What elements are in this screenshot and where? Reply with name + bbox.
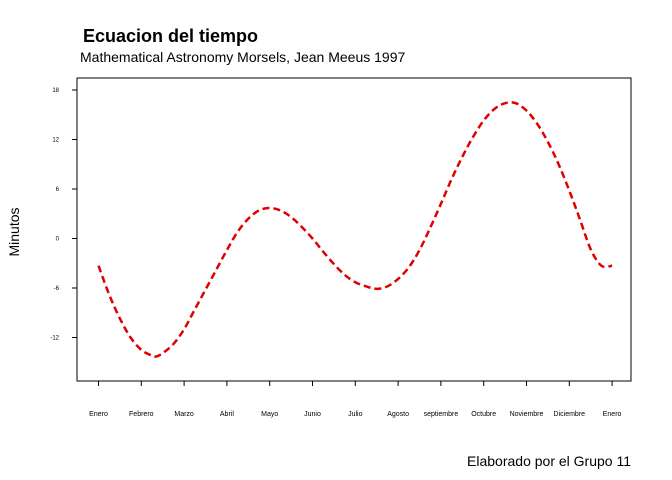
- x-axis-ticks: Enero Febrero Marzo Abril Mayo Junio Julio Agos…: [89, 380, 622, 418]
- y-tick-label: 0: [56, 237, 60, 243]
- series-layer: [97, 101, 613, 358]
- chart-subtitle: Mathematical Astronomy Morsels, Jean Mee…: [80, 49, 405, 65]
- plot-frame: [76, 77, 632, 382]
- x-tick-label: Agosto: [387, 411, 409, 418]
- y-tick-label: 18: [52, 88, 59, 94]
- x-tick-label: Diciembre: [554, 411, 586, 418]
- chart-caption: Elaborado por el Grupo 11: [467, 453, 631, 469]
- chart-title: Ecuacion del tiempo: [83, 26, 258, 46]
- x-tick-label: Enero: [603, 411, 622, 418]
- x-tick-label: Julio: [348, 411, 363, 418]
- x-tick-label: Abril: [220, 411, 234, 418]
- y-tick-label: -12: [50, 336, 59, 342]
- y-axis-ticks: 18 12 6 0 -6 -12: [50, 88, 77, 342]
- x-tick-label: Noviembre: [510, 411, 544, 418]
- x-tick-label: Octubre: [471, 411, 496, 418]
- x-tick-label: Enero: [89, 411, 108, 418]
- x-tick-label: septiembre: [424, 411, 459, 418]
- x-tick-label: Mayo: [261, 411, 278, 418]
- y-tick-label: -6: [54, 286, 60, 292]
- x-tick-label: Junio: [304, 411, 321, 418]
- y-tick-label: 6: [56, 187, 60, 193]
- y-axis-label: Minutos: [6, 207, 22, 256]
- x-tick-label: Marzo: [174, 411, 194, 418]
- x-tick-label: Febrero: [129, 411, 154, 418]
- y-tick-label: 12: [52, 138, 59, 144]
- series-line-0: [97, 101, 613, 358]
